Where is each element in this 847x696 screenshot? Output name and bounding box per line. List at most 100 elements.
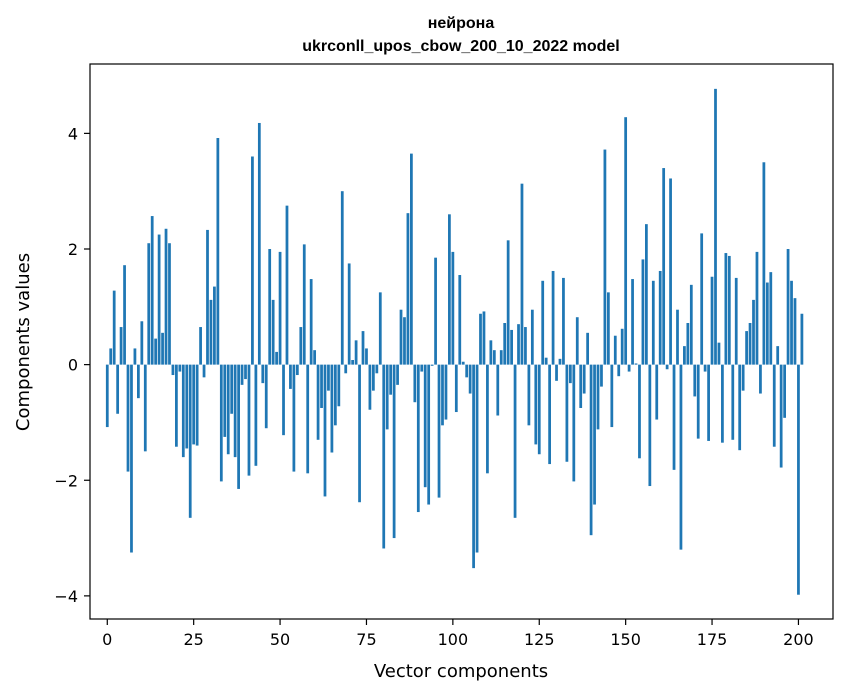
bar-136 — [575, 317, 579, 365]
bar-129 — [551, 270, 555, 365]
bar-127 — [544, 357, 548, 365]
bar-170 — [693, 364, 697, 397]
bar-159 — [655, 364, 659, 420]
bar-162 — [665, 364, 669, 370]
x-tick-label: 100 — [438, 630, 469, 649]
bar-67 — [337, 364, 341, 407]
bar-94 — [430, 364, 434, 366]
bar-108 — [479, 313, 482, 365]
x-axis-label: Vector components — [374, 661, 548, 682]
bar-86 — [403, 317, 406, 365]
x-axis-ticks: 0 25 50 75 100 125 150 175 200 — [102, 619, 814, 649]
bar-171 — [696, 364, 700, 439]
bar-33 — [219, 364, 223, 482]
bar-51 — [282, 364, 285, 436]
bar-16 — [161, 332, 164, 365]
bar-121 — [524, 327, 527, 365]
bar-74 — [361, 331, 365, 365]
bar-110 — [486, 364, 489, 474]
bar-59 — [309, 279, 313, 365]
bar-17 — [164, 228, 168, 365]
bar-194 — [776, 346, 780, 365]
bar-75 — [365, 348, 368, 365]
bar-3 — [116, 364, 120, 414]
bar-141 — [593, 364, 596, 505]
bar-102 — [458, 275, 462, 365]
bar-85 — [399, 309, 403, 365]
bar-32 — [216, 138, 220, 365]
bars-group — [105, 88, 804, 595]
bar-24 — [188, 364, 192, 518]
bar-153 — [634, 363, 638, 365]
bar-69 — [344, 364, 348, 374]
bar-31 — [213, 286, 216, 365]
bar-168 — [686, 323, 690, 365]
bar-169 — [689, 284, 693, 365]
bar-190 — [762, 162, 766, 365]
bar-156 — [645, 224, 648, 365]
bar-123 — [530, 309, 534, 365]
bar-100 — [451, 251, 455, 365]
bar-200 — [797, 364, 800, 595]
bar-179 — [724, 253, 728, 365]
bar-183 — [738, 364, 742, 451]
bar-152 — [631, 279, 634, 365]
bar-182 — [734, 277, 738, 365]
bar-89 — [413, 364, 417, 403]
bar-9 — [137, 364, 140, 399]
bar-78 — [375, 364, 379, 374]
bar-96 — [437, 364, 441, 498]
bar-143 — [600, 364, 603, 387]
bar-14 — [154, 338, 158, 365]
bar-35 — [226, 364, 230, 455]
bar-199 — [793, 298, 797, 365]
bar-66 — [333, 364, 337, 426]
bar-125 — [537, 364, 541, 455]
bar-188 — [755, 251, 759, 365]
bar-101 — [454, 364, 458, 413]
bar-87 — [406, 213, 410, 365]
bar-106 — [472, 364, 475, 569]
bar-65 — [330, 364, 334, 453]
x-tick-label: 0 — [102, 630, 112, 649]
bar-54 — [292, 364, 296, 472]
bar-98 — [444, 364, 448, 420]
bar-93 — [427, 364, 431, 505]
bar-163 — [669, 178, 672, 365]
bar-137 — [579, 364, 583, 408]
bar-37 — [233, 364, 237, 458]
bar-70 — [347, 263, 351, 365]
bar-138 — [582, 364, 586, 394]
bar-191 — [765, 282, 769, 365]
bar-155 — [641, 259, 645, 365]
y-axis-label: Components values — [13, 253, 34, 431]
bar-97 — [441, 364, 444, 426]
bar-160 — [658, 270, 662, 365]
bar-117 — [510, 329, 513, 365]
y-tick-label: 2 — [68, 240, 78, 259]
bar-134 — [568, 364, 572, 384]
bar-114 — [499, 350, 503, 365]
bar-146 — [610, 364, 614, 428]
x-tick-label: 150 — [610, 630, 641, 649]
bar-71 — [351, 360, 355, 365]
bar-145 — [606, 292, 610, 365]
bar-120 — [520, 183, 524, 365]
bar-30 — [209, 299, 213, 365]
bar-132 — [562, 277, 565, 365]
bar-45 — [261, 364, 265, 384]
bar-151 — [627, 364, 631, 372]
bar-56 — [299, 327, 303, 365]
bar-49 — [275, 351, 278, 365]
bar-25 — [192, 364, 196, 445]
x-tick-label: 25 — [183, 630, 203, 649]
bar-1 — [109, 348, 113, 365]
bar-144 — [603, 149, 607, 365]
bar-122 — [527, 364, 531, 426]
bar-201 — [800, 313, 804, 365]
x-tick-label: 125 — [524, 630, 555, 649]
bar-184 — [741, 364, 745, 391]
y-tick-label: 0 — [68, 356, 78, 375]
chart-title: нейрона — [428, 15, 495, 32]
